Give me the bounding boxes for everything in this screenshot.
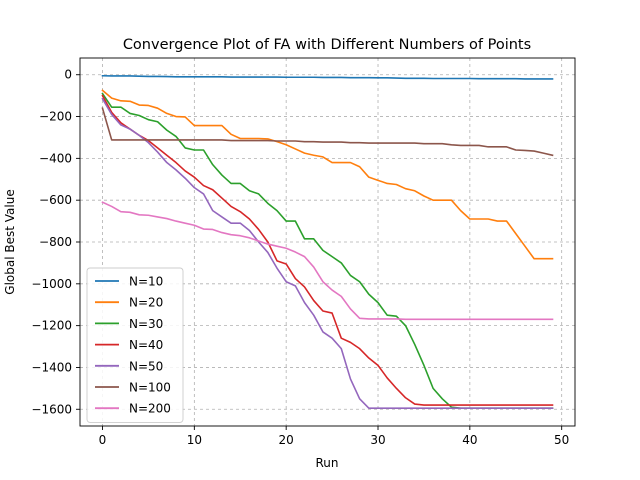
legend-label: N=30 [129, 317, 163, 331]
x-tick-label: 40 [462, 433, 477, 447]
legend-label: N=40 [129, 338, 163, 352]
legend-label: N=100 [129, 381, 171, 395]
legend-label: N=200 [129, 402, 171, 416]
x-tick-label: 10 [187, 433, 202, 447]
y-tick-label: −1400 [31, 360, 72, 374]
y-tick-label: −600 [39, 193, 72, 207]
y-axis-label: Global Best Value [3, 189, 17, 294]
legend-label: N=10 [129, 275, 163, 289]
x-axis-label: Run [315, 456, 338, 470]
series-line-n-20 [101, 89, 554, 260]
legend-label: N=20 [129, 296, 163, 310]
series-line-n-50 [101, 97, 554, 410]
y-tick-label: −1600 [31, 402, 72, 416]
y-tick-label: −400 [39, 151, 72, 165]
legend: N=10 N=20 N=30 N=40 N=50 N=100 N=200 [86, 267, 184, 423]
ticks-layer: 0 10 20 30 40 50 0 −200 −400 −600 −800 −1000 −1200 −1… [31, 68, 569, 447]
y-tick-label: 0 [64, 68, 72, 82]
x-tick-label: 0 [99, 433, 107, 447]
legend-label: N=50 [129, 359, 163, 373]
y-tick-label: −1000 [31, 277, 72, 291]
y-tick-label: −200 [39, 110, 72, 124]
series-layer [101, 74, 554, 410]
legend-box [86, 267, 184, 423]
series-line-n-40 [101, 94, 554, 406]
x-tick-label: 50 [554, 433, 569, 447]
x-tick-label: 20 [279, 433, 294, 447]
x-tick-label: 30 [370, 433, 385, 447]
chart-title: Convergence Plot of FA with Different Nu… [123, 37, 531, 53]
y-tick-label: −1200 [31, 319, 72, 333]
y-tick-label: −800 [39, 235, 72, 249]
series-line-n-200 [101, 201, 554, 321]
series-line-n-100 [101, 107, 554, 157]
series-line-n-10 [101, 74, 554, 80]
